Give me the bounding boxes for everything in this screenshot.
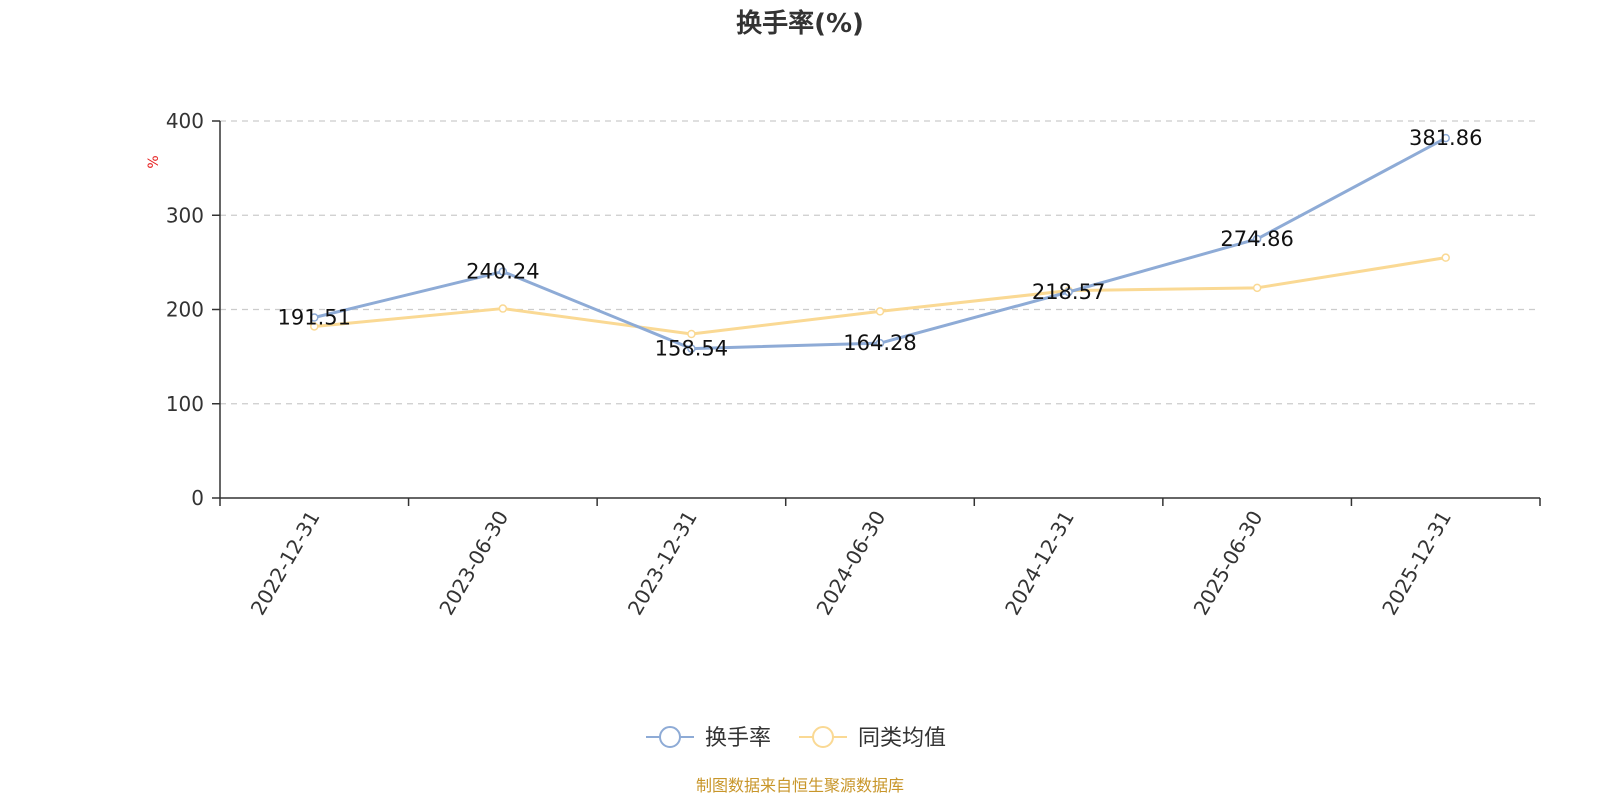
data-label-2022-12-31: 191.51 <box>278 306 351 330</box>
y-tick-label-400: 400 <box>166 109 204 133</box>
point-peer-average-2022-12-31[interactable] <box>310 322 319 331</box>
legend-item-peer-average[interactable]: 同类均值 <box>799 726 946 751</box>
point-peer-average-2024-06-30[interactable] <box>875 307 885 316</box>
y-axis-unit-label: % <box>146 155 162 168</box>
x-tick-label-2023-06-30: 2023-06-30 <box>434 507 513 620</box>
chart-title: 换手率(%) <box>736 8 864 39</box>
x-tick-label-2023-12-31: 2023-12-31 <box>623 507 702 620</box>
series-lines <box>310 133 1450 353</box>
x-tick-label-2025-06-30: 2025-06-30 <box>1189 507 1268 620</box>
legend-label-turnover: 换手率 <box>705 726 771 751</box>
data-label-2023-06-30: 240.24 <box>466 260 539 284</box>
data-label-2025-06-30: 274.86 <box>1220 227 1293 251</box>
legend-marker-turnover <box>659 726 681 748</box>
legend[interactable]: 换手率 同类均值 <box>646 726 946 751</box>
point-turnover-2025-12-31[interactable] <box>1441 133 1450 143</box>
axes: 0 100 200 300 400 2022-12-31 2023-06-30 2023-12… <box>166 109 1541 620</box>
data-label-2025-12-31: 381.86 <box>1409 126 1482 150</box>
point-peer-average-2025-12-31[interactable] <box>1441 253 1450 262</box>
y-tick-label-100: 100 <box>166 392 204 416</box>
x-tick-label-2024-12-31: 2024-12-31 <box>1000 507 1079 620</box>
grid-lines <box>220 120 1540 405</box>
point-peer-average-2023-06-30[interactable] <box>498 304 508 313</box>
point-turnover-2024-06-30[interactable] <box>875 338 885 348</box>
data-label-2023-12-31: 158.54 <box>655 337 728 361</box>
x-tick-label-2024-06-30: 2024-06-30 <box>811 507 890 620</box>
point-peer-average-2023-12-31[interactable] <box>687 329 696 339</box>
x-tick-label-2025-12-31: 2025-12-31 <box>1377 507 1456 620</box>
data-label-2024-06-30: 164.28 <box>843 331 916 355</box>
data-labels: 191.51 240.24 158.54 164.28 218.57 274.86 381.… <box>278 126 1483 360</box>
data-label-2024-12-31: 218.57 <box>1032 280 1105 304</box>
point-turnover-2022-12-31[interactable] <box>310 313 319 322</box>
point-turnover-2023-06-30[interactable] <box>498 267 508 276</box>
point-turnover-2025-06-30[interactable] <box>1252 234 1262 244</box>
point-turnover-2023-12-31[interactable] <box>687 344 696 353</box>
y-tick-label-200: 200 <box>166 298 204 322</box>
x-tick-label-2022-12-31: 2022-12-31 <box>246 507 325 620</box>
y-tick-label-0: 0 <box>191 486 204 510</box>
legend-item-turnover[interactable]: 换手率 <box>646 726 771 751</box>
y-tick-label-300: 300 <box>166 203 204 227</box>
legend-marker-peer-average <box>812 726 834 748</box>
point-peer-average-2025-06-30[interactable] <box>1252 283 1262 293</box>
data-source-note: 制图数据来自恒生聚源数据库 <box>696 776 904 795</box>
legend-label-peer-average: 同类均值 <box>858 726 946 751</box>
point-turnover-2024-12-31[interactable] <box>1064 287 1073 297</box>
